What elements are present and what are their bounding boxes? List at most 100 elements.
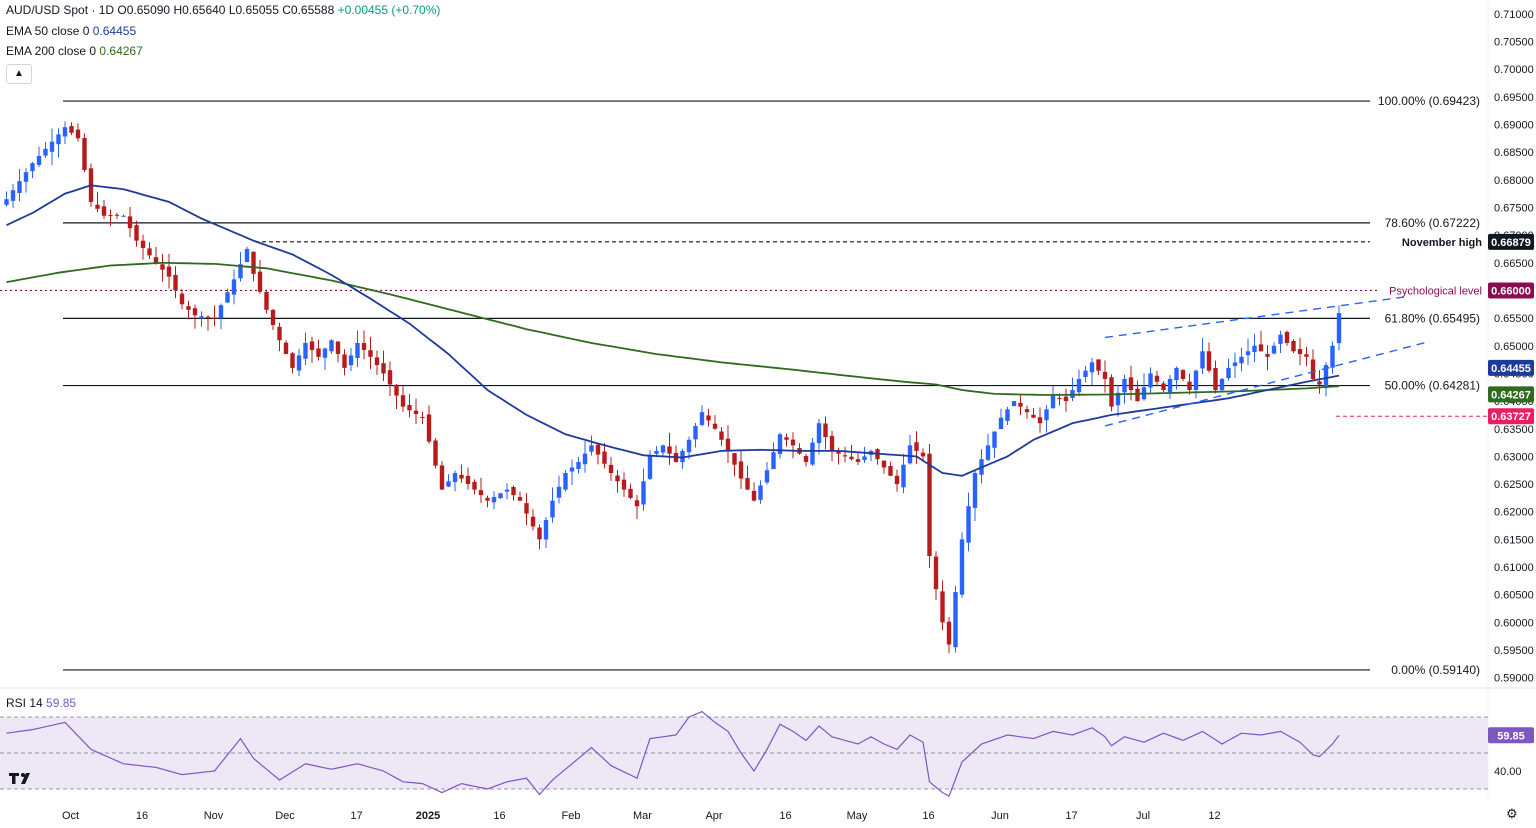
ema50-value: 0.64455 bbox=[92, 24, 137, 38]
candle-body bbox=[524, 503, 529, 514]
candle-body bbox=[667, 446, 672, 454]
candle-body bbox=[901, 464, 906, 488]
candle-body bbox=[199, 316, 204, 319]
time-tick-label: 2025 bbox=[416, 810, 440, 822]
candle-body bbox=[1258, 344, 1264, 352]
time-tick-label: Feb bbox=[562, 810, 581, 822]
candle-body bbox=[816, 423, 822, 444]
candle-body bbox=[108, 215, 113, 217]
candle-body bbox=[660, 445, 666, 453]
candle-body bbox=[1297, 349, 1303, 355]
candle-body bbox=[602, 451, 607, 464]
candle-body bbox=[23, 172, 29, 182]
candle-body bbox=[355, 343, 360, 358]
candle-body bbox=[69, 126, 74, 133]
candle-body bbox=[1115, 392, 1121, 406]
candle-body bbox=[478, 490, 484, 496]
ema50-legend[interactable]: EMA 50 close 0 0.64455 bbox=[6, 24, 136, 38]
symbol-title: AUD/USD Spot · 1D bbox=[6, 3, 115, 17]
candle-body bbox=[719, 431, 724, 440]
candle-body bbox=[894, 475, 900, 485]
candle-body bbox=[1213, 367, 1218, 391]
price-tick-label: 0.70000 bbox=[1494, 64, 1534, 76]
candle-body bbox=[316, 348, 321, 357]
candle-body bbox=[790, 439, 796, 446]
candle-body bbox=[101, 206, 107, 216]
candle-body bbox=[231, 279, 237, 295]
candle-body bbox=[946, 621, 952, 645]
candle-body bbox=[1011, 401, 1017, 407]
level-badge-bg bbox=[1488, 233, 1534, 250]
candle-body bbox=[1037, 417, 1043, 424]
candle-body bbox=[582, 453, 588, 465]
candle-body bbox=[491, 496, 497, 503]
candle-body bbox=[49, 141, 55, 152]
level-badge: 0.63727 bbox=[1491, 411, 1531, 423]
time-tick-label: May bbox=[847, 810, 868, 822]
candle-body bbox=[823, 423, 828, 438]
candle-body bbox=[1252, 345, 1257, 352]
time-tick-label: 12 bbox=[1208, 810, 1220, 822]
candle-body bbox=[368, 350, 373, 357]
candle-body bbox=[1219, 378, 1225, 391]
candle-body bbox=[225, 292, 230, 303]
candle-body bbox=[472, 481, 477, 490]
time-tick-label: 16 bbox=[922, 810, 934, 822]
candle-body bbox=[907, 445, 913, 464]
candle-body bbox=[1200, 351, 1205, 369]
candle-body bbox=[738, 461, 744, 479]
candle-body bbox=[1128, 377, 1134, 391]
candle-body bbox=[121, 215, 126, 217]
candle-body bbox=[914, 442, 919, 451]
candle-body bbox=[836, 451, 841, 454]
candle-body bbox=[517, 496, 523, 501]
candle-body bbox=[615, 475, 620, 482]
candle-body bbox=[1096, 359, 1101, 371]
candle-body bbox=[504, 489, 510, 492]
candle-body bbox=[920, 452, 926, 457]
candle-body bbox=[1057, 398, 1062, 400]
rsi-legend[interactable]: RSI 14 59.85 bbox=[6, 696, 76, 710]
candle-body bbox=[75, 129, 81, 139]
tradingview-logo[interactable] bbox=[8, 768, 38, 790]
rsi-badge-bg bbox=[1488, 727, 1534, 744]
candle-body bbox=[1330, 345, 1335, 368]
candle-body bbox=[855, 459, 861, 462]
candle-body bbox=[829, 435, 835, 451]
candle-body bbox=[706, 415, 711, 421]
candle-body bbox=[296, 355, 302, 371]
candle-body bbox=[1031, 414, 1036, 418]
candle-body bbox=[647, 456, 653, 479]
gear-icon[interactable]: ⚙ bbox=[1506, 806, 1518, 821]
price-tick-label: 0.59000 bbox=[1494, 673, 1534, 685]
candle-body bbox=[238, 264, 243, 279]
candle-body bbox=[699, 412, 705, 425]
candle-body bbox=[407, 404, 412, 411]
candle-body bbox=[758, 485, 763, 500]
candle-body bbox=[485, 497, 490, 501]
candle-body bbox=[95, 204, 100, 209]
candle-body bbox=[972, 473, 978, 508]
level-label: November high bbox=[1402, 237, 1482, 249]
candle-body bbox=[309, 341, 315, 350]
time-tick-label: 17 bbox=[350, 810, 362, 822]
candle-body bbox=[608, 464, 614, 474]
ema200-legend[interactable]: EMA 200 close 0 0.64267 bbox=[6, 44, 143, 58]
candle-body bbox=[1284, 331, 1290, 343]
price-tick-label: 0.71000 bbox=[1494, 9, 1534, 21]
collapse-legend-button[interactable]: ▲ bbox=[6, 64, 32, 84]
level-label: 61.80% (0.65495) bbox=[1385, 311, 1480, 325]
candle-body bbox=[628, 488, 633, 498]
candle-body bbox=[530, 516, 536, 527]
candle-body bbox=[595, 444, 601, 455]
candle-body bbox=[439, 465, 445, 490]
level-badge-bg bbox=[1488, 282, 1534, 299]
candle-body bbox=[1291, 341, 1296, 352]
time-tick-label: Oct bbox=[62, 810, 79, 822]
candle-body bbox=[205, 316, 211, 318]
candle-body bbox=[1154, 375, 1160, 382]
candle-body bbox=[1278, 334, 1283, 344]
ema-badge: 0.64455 bbox=[1491, 363, 1531, 375]
time-tick-label: Nov bbox=[204, 810, 224, 822]
